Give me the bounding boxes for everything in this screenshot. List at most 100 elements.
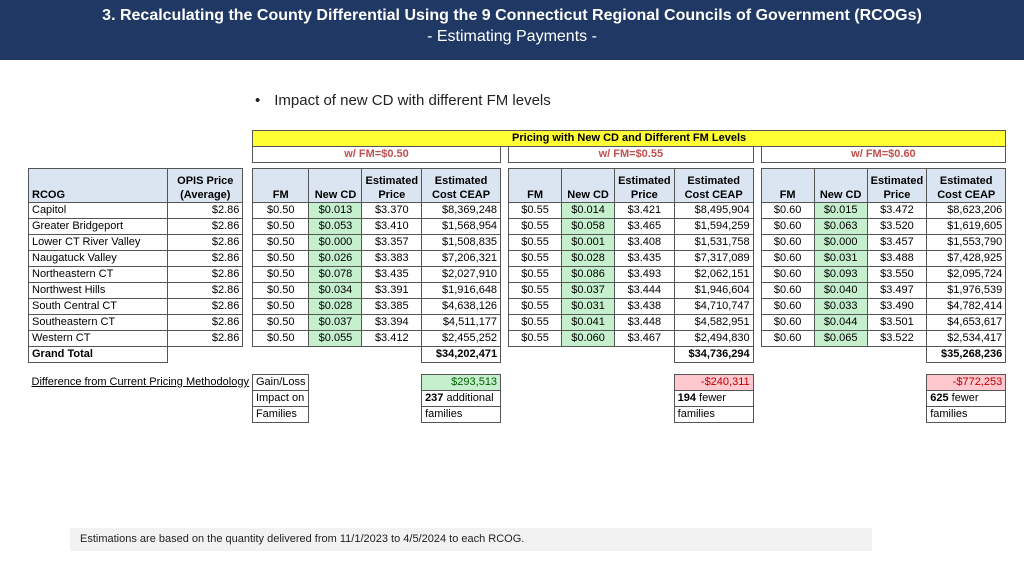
fm-value: $0.55	[508, 234, 563, 251]
pricing-table: Pricing with New CD and Different FM Lev…	[27, 130, 1007, 423]
new-cd-value: $0.013	[308, 202, 363, 219]
estimated-cost: $8,495,904	[673, 202, 754, 219]
col-header-fm: FM	[251, 168, 310, 203]
new-cd-value: $0.037	[561, 282, 616, 299]
group-header-fm060: w/ FM=$0.60	[760, 146, 1007, 163]
estimated-cost: $2,027,910	[421, 266, 502, 283]
fm-value: $0.55	[508, 314, 563, 331]
estimated-cost: $4,710,747	[673, 298, 754, 315]
rcog-name: Lower CT River Valley	[27, 234, 169, 251]
new-cd-value: $0.028	[561, 250, 616, 267]
estimated-price: $3.448	[614, 314, 675, 331]
gain-loss-value: -$772,253	[926, 374, 1007, 391]
fm-value: $0.60	[760, 298, 815, 315]
table-row: South Central CT $2.86 $0.50 $0.028 $3.385 $4…	[27, 298, 1007, 315]
estimated-cost: $2,494,830	[673, 330, 754, 347]
estimated-cost: $8,369,248	[421, 202, 502, 219]
estimated-price: $3.472	[866, 202, 928, 219]
estimated-cost: $1,619,605	[926, 218, 1007, 235]
impact-value: 237 additional	[421, 390, 502, 407]
new-cd-value: $0.031	[813, 250, 868, 267]
estimated-price: $3.410	[361, 218, 423, 235]
new-cd-value: $0.040	[813, 282, 868, 299]
table-row: Northeastern CT $2.86 $0.50 $0.078 $3.435 $2,…	[27, 266, 1007, 283]
col-header-est-cost: Estimated Cost CEAP	[926, 168, 1007, 203]
new-cd-value: $0.058	[561, 218, 616, 235]
fm-value: $0.60	[760, 330, 815, 347]
rcog-name: Northwest Hills	[27, 282, 169, 299]
opis-price: $2.86	[167, 298, 244, 315]
table-row: Western CT $2.86 $0.50 $0.055 $3.412 $2,455,2…	[27, 330, 1007, 347]
new-cd-value: $0.078	[308, 266, 363, 283]
col-header-newcd: New CD	[308, 168, 363, 203]
impact-label: Impact on	[251, 390, 310, 407]
impact-value: families	[926, 406, 1007, 423]
fm-value: $0.50	[251, 234, 310, 251]
fm-value: $0.50	[251, 282, 310, 299]
estimated-cost: $2,095,724	[926, 266, 1007, 283]
estimated-price: $3.467	[614, 330, 675, 347]
grand-total-value: $35,268,236	[926, 346, 1007, 363]
table-row: Greater Bridgeport $2.86 $0.50 $0.053 $3.410…	[27, 218, 1007, 235]
estimated-cost: $2,534,417	[926, 330, 1007, 347]
col-header-est-cost: Estimated Cost CEAP	[421, 168, 502, 203]
impact-row: Impact on 237 additional 194 fewer 625 fewe…	[29, 390, 1007, 407]
rcog-name: Capitol	[27, 202, 169, 219]
new-cd-value: $0.037	[308, 314, 363, 331]
estimated-price: $3.435	[614, 250, 675, 267]
estimated-cost: $1,568,954	[421, 218, 502, 235]
col-header-est-price: Estimated Price	[614, 168, 675, 203]
fm-value: $0.55	[508, 218, 563, 235]
estimated-cost: $4,638,126	[421, 298, 502, 315]
fm-value: $0.50	[251, 218, 310, 235]
group-header-fm050: w/ FM=$0.50	[251, 146, 502, 163]
opis-price: $2.86	[167, 282, 244, 299]
new-cd-value: $0.093	[813, 266, 868, 283]
impact-value: 625 fewer	[926, 390, 1007, 407]
gain-loss-label: Gain/Loss	[251, 374, 310, 391]
col-header-newcd: New CD	[813, 168, 868, 203]
estimated-cost: $1,531,758	[673, 234, 754, 251]
fm-value: $0.60	[760, 314, 815, 331]
estimated-cost: $1,946,604	[673, 282, 754, 299]
fm-value: $0.50	[251, 250, 310, 267]
estimated-cost: $7,317,089	[673, 250, 754, 267]
table-row: Northwest Hills $2.86 $0.50 $0.034 $3.391 $1,…	[27, 282, 1007, 299]
impact-value: families	[673, 406, 754, 423]
bullet-icon: •	[255, 92, 261, 109]
gain-loss-value: -$240,311	[673, 374, 754, 391]
new-cd-value: $0.001	[561, 234, 616, 251]
opis-price: $2.86	[167, 202, 244, 219]
slide-title: 3. Recalculating the County Differential…	[102, 7, 922, 24]
gain-loss-row: Difference from Current Pricing Methodol…	[29, 374, 1007, 391]
estimated-price: $3.385	[361, 298, 423, 315]
new-cd-value: $0.015	[813, 202, 868, 219]
estimated-cost: $1,553,790	[926, 234, 1007, 251]
table-row: Capitol $2.86 $0.50 $0.013 $3.370 $8,369,248 $…	[27, 202, 1007, 219]
new-cd-value: $0.063	[813, 218, 868, 235]
fm-value: $0.60	[760, 266, 815, 283]
fm-value: $0.55	[508, 282, 563, 299]
col-header-rcog: RCOG	[27, 168, 169, 203]
table-row: Lower CT River Valley $2.86 $0.50 $0.000 $3.…	[27, 234, 1007, 251]
estimated-price: $3.490	[866, 298, 928, 315]
estimated-cost: $8,623,206	[926, 202, 1007, 219]
impact-row: Families families families families	[29, 406, 1007, 423]
estimated-price: $3.438	[614, 298, 675, 315]
grand-total-label: Grand Total	[27, 346, 169, 363]
fm-value: $0.55	[508, 298, 563, 315]
estimated-cost: $2,455,252	[421, 330, 502, 347]
estimated-cost: $4,511,177	[421, 314, 502, 331]
fm-value: $0.50	[251, 314, 310, 331]
group-header-fm055: w/ FM=$0.55	[508, 146, 754, 163]
fm-value: $0.55	[508, 202, 563, 219]
impact-value: 194 fewer	[673, 390, 754, 407]
table-row: Southeastern CT $2.86 $0.50 $0.037 $3.394 $4,…	[27, 314, 1007, 331]
estimated-cost: $1,594,259	[673, 218, 754, 235]
estimated-price: $3.370	[361, 202, 423, 219]
new-cd-value: $0.014	[561, 202, 616, 219]
new-cd-value: $0.026	[308, 250, 363, 267]
opis-price: $2.86	[167, 314, 244, 331]
fm-value: $0.60	[760, 282, 815, 299]
estimated-price: $3.435	[361, 266, 423, 283]
